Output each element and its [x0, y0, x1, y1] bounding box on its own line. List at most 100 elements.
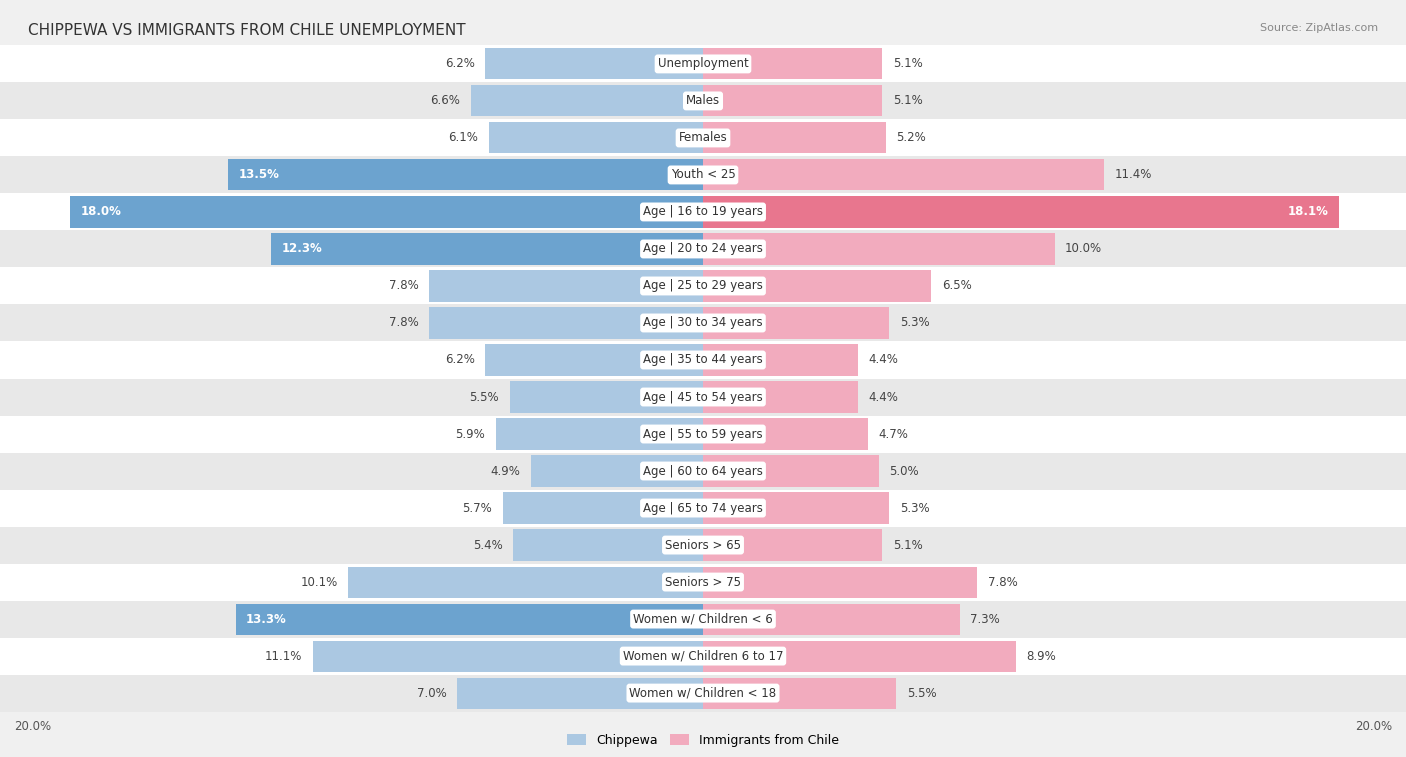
- Text: Females: Females: [679, 132, 727, 145]
- Bar: [703, 566, 977, 597]
- Bar: [0, 378, 1406, 416]
- Text: CHIPPEWA VS IMMIGRANTS FROM CHILE UNEMPLOYMENT: CHIPPEWA VS IMMIGRANTS FROM CHILE UNEMPL…: [28, 23, 465, 38]
- Text: 18.1%: 18.1%: [1288, 205, 1329, 219]
- Bar: [0, 527, 1406, 563]
- Bar: [485, 344, 703, 375]
- Bar: [703, 603, 960, 634]
- Bar: [236, 603, 703, 634]
- Text: 5.1%: 5.1%: [893, 95, 922, 107]
- Text: 5.5%: 5.5%: [470, 391, 499, 403]
- Text: Age | 45 to 54 years: Age | 45 to 54 years: [643, 391, 763, 403]
- Bar: [703, 382, 858, 413]
- Text: 20.0%: 20.0%: [14, 720, 51, 734]
- Text: Age | 65 to 74 years: Age | 65 to 74 years: [643, 502, 763, 515]
- Bar: [0, 194, 1406, 230]
- Text: Age | 25 to 29 years: Age | 25 to 29 years: [643, 279, 763, 292]
- Text: 5.0%: 5.0%: [889, 465, 920, 478]
- Bar: [0, 304, 1406, 341]
- Bar: [703, 123, 886, 154]
- Bar: [0, 416, 1406, 453]
- Bar: [0, 490, 1406, 527]
- Bar: [703, 344, 858, 375]
- Text: Males: Males: [686, 95, 720, 107]
- Bar: [703, 456, 879, 487]
- Bar: [70, 196, 703, 228]
- Bar: [703, 640, 1015, 671]
- Text: Age | 20 to 24 years: Age | 20 to 24 years: [643, 242, 763, 255]
- Text: 5.3%: 5.3%: [900, 502, 929, 515]
- Text: 5.3%: 5.3%: [900, 316, 929, 329]
- Text: 8.9%: 8.9%: [1026, 650, 1056, 662]
- Bar: [0, 120, 1406, 157]
- Bar: [703, 160, 1104, 191]
- Text: 5.7%: 5.7%: [463, 502, 492, 515]
- Bar: [485, 48, 703, 79]
- Text: 5.9%: 5.9%: [456, 428, 485, 441]
- Text: 11.1%: 11.1%: [264, 650, 302, 662]
- Bar: [531, 456, 703, 487]
- Bar: [229, 160, 703, 191]
- Text: 7.3%: 7.3%: [970, 612, 1000, 625]
- Bar: [513, 529, 703, 561]
- Bar: [349, 566, 703, 597]
- Bar: [496, 419, 703, 450]
- Legend: Chippewa, Immigrants from Chile: Chippewa, Immigrants from Chile: [567, 734, 839, 747]
- Text: 4.7%: 4.7%: [879, 428, 908, 441]
- Bar: [703, 86, 883, 117]
- Bar: [703, 307, 889, 338]
- Text: 6.1%: 6.1%: [449, 132, 478, 145]
- Text: Age | 30 to 34 years: Age | 30 to 34 years: [643, 316, 763, 329]
- Text: 10.0%: 10.0%: [1066, 242, 1102, 255]
- Bar: [0, 453, 1406, 490]
- Bar: [703, 493, 889, 524]
- Bar: [0, 83, 1406, 120]
- Text: 5.5%: 5.5%: [907, 687, 936, 699]
- Bar: [270, 233, 703, 264]
- Text: 7.8%: 7.8%: [388, 316, 419, 329]
- Text: Seniors > 65: Seniors > 65: [665, 538, 741, 552]
- Text: 12.3%: 12.3%: [281, 242, 322, 255]
- Text: 7.8%: 7.8%: [987, 575, 1018, 588]
- Bar: [703, 678, 897, 709]
- Text: 5.1%: 5.1%: [893, 58, 922, 70]
- Bar: [703, 270, 932, 301]
- Text: Age | 35 to 44 years: Age | 35 to 44 years: [643, 354, 763, 366]
- Text: 13.5%: 13.5%: [239, 169, 280, 182]
- Text: Youth < 25: Youth < 25: [671, 169, 735, 182]
- Bar: [0, 267, 1406, 304]
- Text: Source: ZipAtlas.com: Source: ZipAtlas.com: [1260, 23, 1378, 33]
- Bar: [457, 678, 703, 709]
- Bar: [0, 157, 1406, 194]
- Bar: [0, 230, 1406, 267]
- Text: 4.4%: 4.4%: [869, 391, 898, 403]
- Bar: [489, 123, 703, 154]
- Text: 6.6%: 6.6%: [430, 95, 461, 107]
- Bar: [0, 600, 1406, 637]
- Bar: [314, 640, 703, 671]
- Text: 7.0%: 7.0%: [416, 687, 447, 699]
- Bar: [503, 493, 703, 524]
- Text: Age | 55 to 59 years: Age | 55 to 59 years: [643, 428, 763, 441]
- Text: Age | 16 to 19 years: Age | 16 to 19 years: [643, 205, 763, 219]
- Text: Unemployment: Unemployment: [658, 58, 748, 70]
- Bar: [0, 674, 1406, 712]
- Text: 5.2%: 5.2%: [897, 132, 927, 145]
- Bar: [429, 307, 703, 338]
- Text: Women w/ Children < 18: Women w/ Children < 18: [630, 687, 776, 699]
- Text: Seniors > 75: Seniors > 75: [665, 575, 741, 588]
- Text: Age | 60 to 64 years: Age | 60 to 64 years: [643, 465, 763, 478]
- Text: 6.2%: 6.2%: [444, 58, 475, 70]
- Text: 5.1%: 5.1%: [893, 538, 922, 552]
- Text: 11.4%: 11.4%: [1115, 169, 1152, 182]
- Bar: [703, 48, 883, 79]
- Text: 6.2%: 6.2%: [444, 354, 475, 366]
- Text: Women w/ Children 6 to 17: Women w/ Children 6 to 17: [623, 650, 783, 662]
- Bar: [429, 270, 703, 301]
- Bar: [703, 419, 869, 450]
- Bar: [471, 86, 703, 117]
- Text: Women w/ Children < 6: Women w/ Children < 6: [633, 612, 773, 625]
- Bar: [510, 382, 703, 413]
- Bar: [703, 529, 883, 561]
- Text: 20.0%: 20.0%: [1355, 720, 1392, 734]
- Bar: [703, 196, 1340, 228]
